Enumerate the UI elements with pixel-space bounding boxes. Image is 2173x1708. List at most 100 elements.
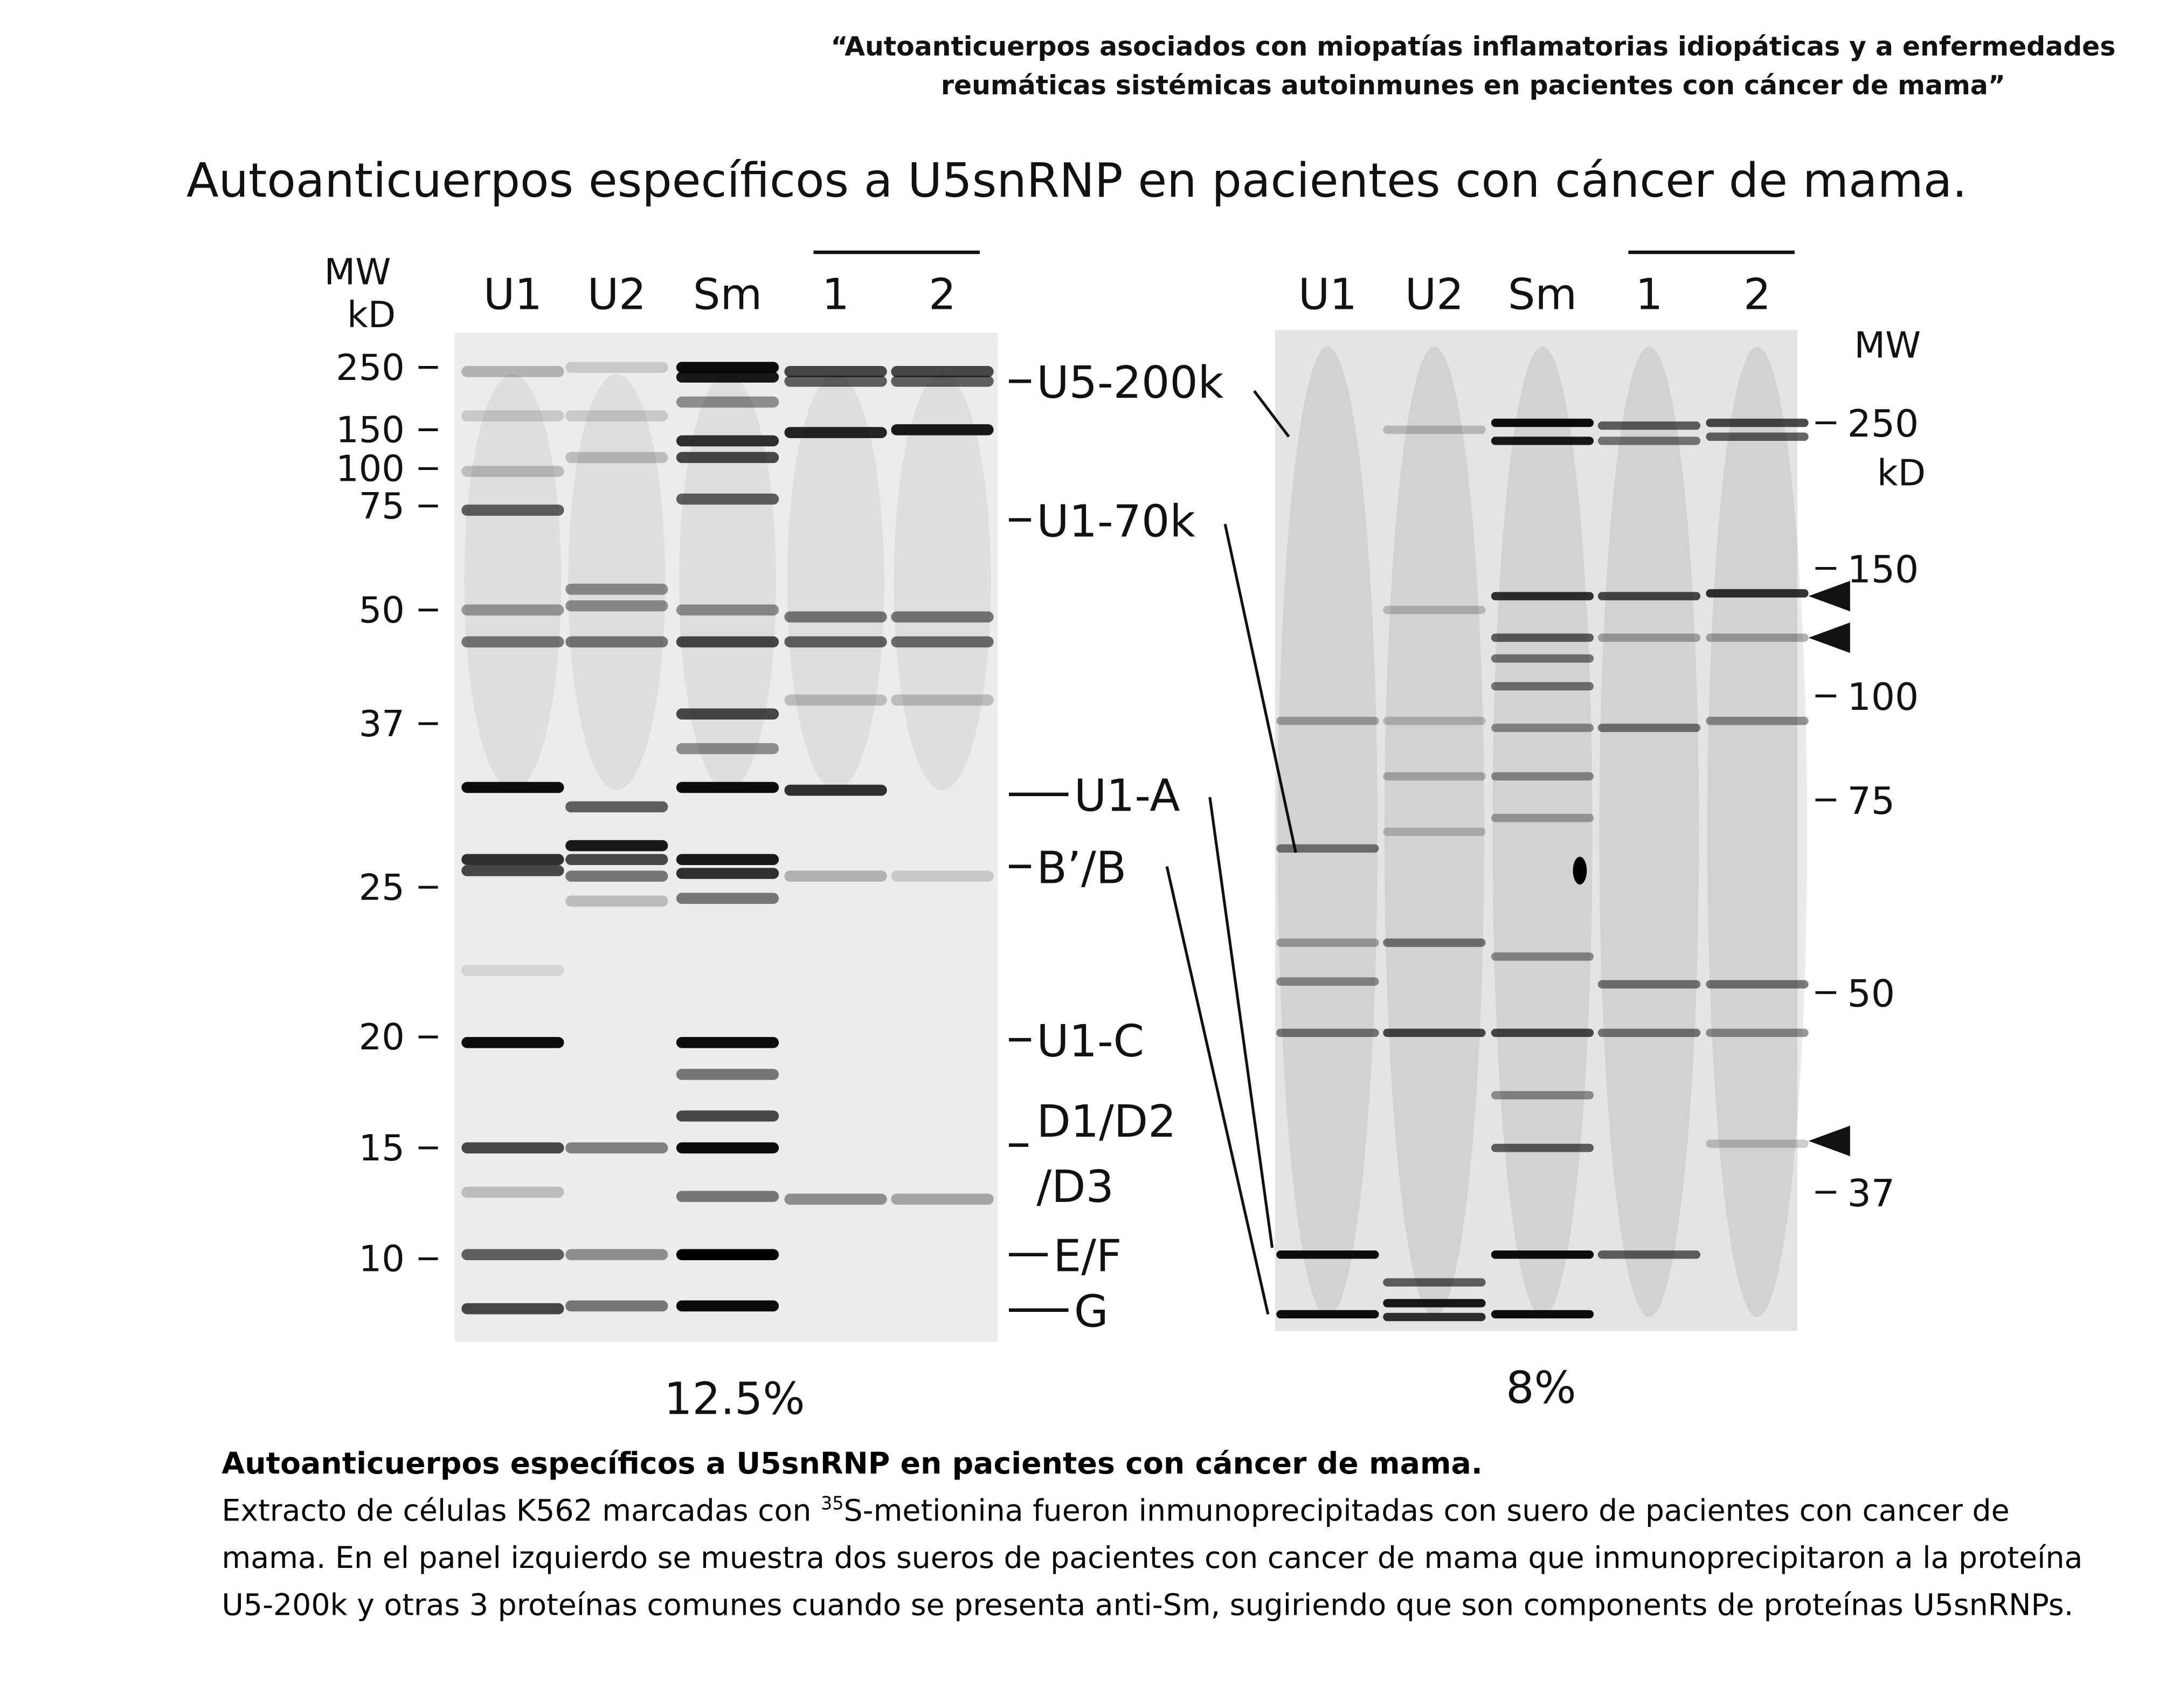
- gel-band: [461, 1249, 564, 1261]
- gel-band: [565, 870, 668, 882]
- gel-band: [676, 371, 779, 383]
- gel-band: [1383, 1028, 1486, 1038]
- gel-band: [461, 1303, 564, 1315]
- gel-band: [1491, 592, 1594, 600]
- gel-band: [1491, 772, 1594, 781]
- protein-label: G: [1074, 1287, 1109, 1338]
- gel-band: [784, 1193, 887, 1205]
- gel-band: [676, 1069, 779, 1080]
- gel-band: [565, 895, 668, 907]
- gel-band: [891, 694, 994, 706]
- lane-label: 1: [822, 269, 849, 320]
- protein-label: U1-C: [1036, 1016, 1144, 1067]
- lane-label: 2: [929, 269, 956, 320]
- mw-marker: 150: [1847, 548, 1919, 591]
- lane-label: U2: [1405, 269, 1464, 320]
- gel-spot: [1573, 856, 1587, 885]
- gel-band: [461, 782, 564, 793]
- gel-band: [565, 1142, 668, 1154]
- mw-marker: 150: [336, 409, 405, 451]
- gel-band: [1276, 1250, 1379, 1259]
- gel-band: [461, 1186, 564, 1198]
- gel-band: [1383, 716, 1486, 725]
- protein-label: /D3: [1036, 1161, 1113, 1213]
- gel-band: [676, 1249, 779, 1261]
- mw-marker: 100: [1847, 676, 1919, 719]
- gel-band: [1491, 682, 1594, 690]
- gel-band: [784, 870, 887, 882]
- gel-band: [464, 374, 562, 791]
- protein-label: U5-200k: [1036, 357, 1223, 409]
- gel-band: [1277, 347, 1378, 1317]
- caption-title: Autoanticuerpos específicos a U5snRNP en…: [222, 1447, 1483, 1482]
- gel-band: [1276, 977, 1379, 986]
- gel-band: [1597, 437, 1701, 445]
- gel-band: [1706, 1139, 1809, 1148]
- gel-band: [1383, 606, 1486, 614]
- slide-title: Autoanticuerpos específicos a U5snRNP en…: [186, 153, 1967, 208]
- mw-marker: 20: [359, 1016, 405, 1058]
- gel-band: [1491, 437, 1594, 445]
- connector-lines: [1165, 390, 1297, 1315]
- gel-band: [894, 374, 991, 791]
- gel-band: [891, 366, 994, 377]
- gel-band: [568, 374, 666, 791]
- mw-marker: 100: [336, 448, 405, 490]
- lane-label: 1: [1636, 269, 1663, 320]
- gel-band: [565, 583, 668, 595]
- gel-band: [1597, 980, 1701, 988]
- gel-band: [676, 1037, 779, 1048]
- gel-percent: 12.5%: [664, 1374, 805, 1425]
- gel-band: [461, 366, 564, 377]
- gel-band: [1383, 1299, 1486, 1308]
- gel-band: [565, 1249, 668, 1261]
- gel-band: [1383, 425, 1486, 434]
- gel-band: [1706, 716, 1809, 725]
- mw-marker: 15: [359, 1127, 405, 1169]
- gel-band: [461, 1037, 564, 1048]
- gel-band: [1597, 421, 1701, 430]
- gel-band: [784, 427, 887, 438]
- protein-label: E/F: [1053, 1231, 1122, 1282]
- gel-band: [784, 611, 887, 623]
- protein-label: B’/B: [1036, 842, 1126, 894]
- gel-band: [891, 611, 994, 623]
- gel-band: [1706, 633, 1809, 642]
- gel-band: [676, 708, 779, 720]
- gel-band: [1706, 980, 1809, 988]
- gel-band: [676, 435, 779, 447]
- gel-band: [784, 784, 887, 796]
- gel-band: [891, 1193, 994, 1205]
- gel-band: [461, 504, 564, 516]
- gel-band: [1383, 1312, 1486, 1322]
- gel-band: [1706, 589, 1809, 598]
- gel-band: [891, 870, 994, 882]
- caption-superscript: 35: [820, 1494, 844, 1516]
- mw-marker: 50: [359, 589, 405, 631]
- gel-band: [1597, 1250, 1701, 1259]
- gel-band: [676, 1110, 779, 1122]
- gel-band: [1276, 1028, 1379, 1038]
- gel-band: [1384, 347, 1484, 1317]
- gel-band: [1383, 772, 1486, 781]
- gel-band: [676, 362, 779, 373]
- gel-band: [676, 782, 779, 793]
- gel-band: [1491, 723, 1594, 732]
- gel-band: [676, 493, 779, 505]
- gel-band: [1491, 952, 1594, 961]
- gel-band: [461, 965, 564, 976]
- gel-band: [784, 636, 887, 648]
- gel-band: [1491, 1250, 1594, 1259]
- mw-marker: 25: [359, 866, 405, 908]
- gel-band: [461, 604, 564, 616]
- mw-marker: 250: [1847, 403, 1919, 446]
- gel-band: [461, 854, 564, 866]
- mw-label: MW: [1854, 324, 1921, 367]
- gel-band: [1383, 1278, 1486, 1287]
- header-quote: reumáticas sistémicas autoinmunes en pac…: [941, 70, 2005, 101]
- gel-band: [676, 1191, 779, 1202]
- gel-band: [461, 636, 564, 648]
- gel-band: [676, 893, 779, 904]
- gel-band: [676, 452, 779, 464]
